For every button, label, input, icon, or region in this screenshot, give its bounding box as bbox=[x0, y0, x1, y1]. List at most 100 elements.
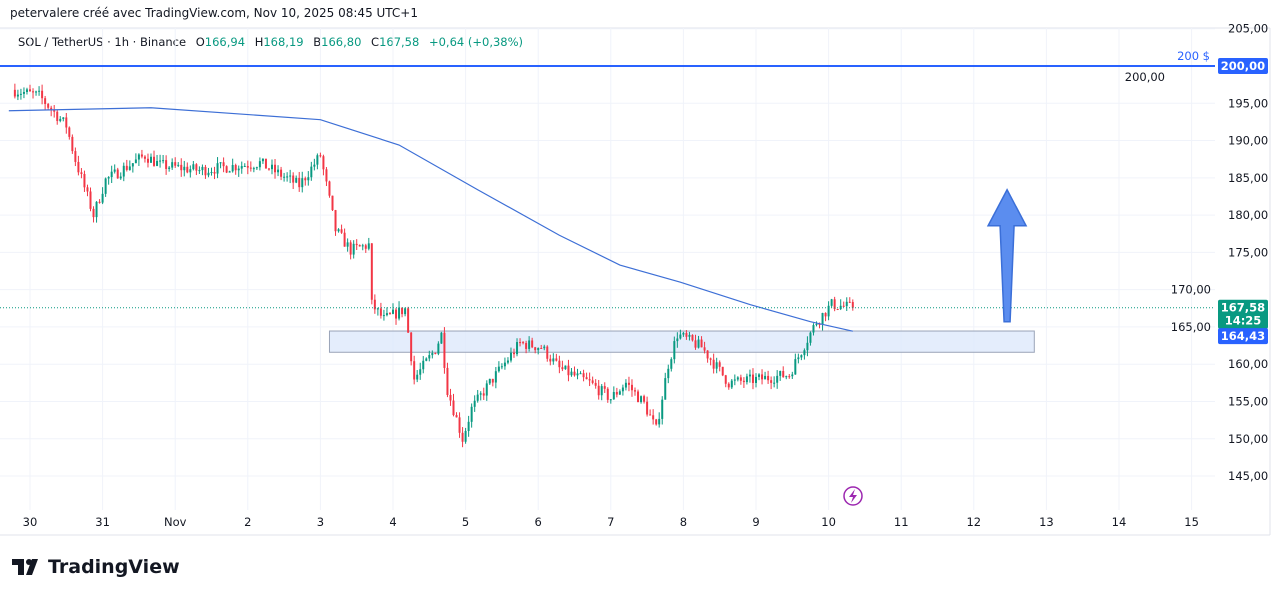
candle-body bbox=[180, 164, 183, 171]
candle-body bbox=[401, 307, 404, 315]
candle-body bbox=[316, 155, 319, 165]
candle-body bbox=[470, 406, 473, 422]
x-tick-label: 12 bbox=[966, 515, 981, 529]
y-tick-label: 145,00 bbox=[1228, 469, 1268, 483]
y-tick-label: 205,00 bbox=[1228, 22, 1268, 36]
y-tick-label: 160,00 bbox=[1228, 357, 1268, 371]
candle-body bbox=[528, 340, 531, 349]
candle-body bbox=[25, 89, 28, 92]
candle-body bbox=[818, 323, 821, 325]
ma-value-label-bg bbox=[1218, 328, 1268, 345]
x-tick-label: 5 bbox=[462, 515, 469, 529]
y-tick-label: 185,00 bbox=[1228, 171, 1268, 185]
candle-body bbox=[446, 367, 449, 395]
candle-body bbox=[328, 181, 331, 196]
y-tick-label: 190,00 bbox=[1228, 134, 1268, 148]
candle-body bbox=[298, 177, 301, 188]
candle-body bbox=[104, 178, 107, 194]
candle-body bbox=[664, 378, 667, 400]
candle-body bbox=[534, 347, 537, 351]
candle-body bbox=[522, 342, 525, 344]
tradingview-logo-icon bbox=[12, 559, 38, 575]
bar-countdown: 14:25 bbox=[1225, 314, 1262, 328]
candle-body bbox=[334, 210, 337, 232]
lightning-icon bbox=[843, 486, 863, 506]
candle-body bbox=[53, 109, 56, 112]
candle-body bbox=[764, 375, 767, 380]
price-axis: 145,00 150,00 155,00 160,00 165,00 170,00 175,… bbox=[1125, 22, 1269, 483]
candle-body bbox=[676, 338, 679, 342]
candle-body bbox=[582, 373, 585, 378]
y-tick-label: 165,00 bbox=[1171, 320, 1211, 334]
candle-body bbox=[207, 172, 210, 176]
candle-body bbox=[246, 166, 249, 168]
candle-body bbox=[730, 380, 733, 388]
candle-body bbox=[301, 178, 304, 188]
candle-body bbox=[652, 415, 655, 420]
candle-body bbox=[630, 384, 633, 391]
candle-body bbox=[576, 373, 579, 376]
candle-body bbox=[667, 368, 670, 379]
candle-body bbox=[195, 164, 198, 171]
candle-body bbox=[519, 342, 522, 344]
open-value: 166,94 bbox=[204, 35, 246, 49]
candle-body bbox=[494, 371, 497, 383]
x-tick-label: 6 bbox=[535, 515, 542, 529]
x-tick-label: 8 bbox=[680, 515, 687, 529]
candle-body bbox=[228, 171, 231, 173]
candle-body bbox=[497, 366, 500, 372]
high-value: 168,19 bbox=[263, 35, 304, 49]
candle-body bbox=[461, 432, 464, 442]
candle-body bbox=[643, 396, 646, 402]
candle-body bbox=[113, 169, 116, 172]
candle-body bbox=[225, 166, 228, 173]
candle-body bbox=[509, 352, 512, 361]
candle-body bbox=[500, 366, 503, 368]
x-tick-label: Nov bbox=[164, 515, 187, 529]
candle-body bbox=[128, 166, 131, 170]
candle-body bbox=[646, 401, 649, 415]
candle-body bbox=[788, 376, 791, 378]
candle-body bbox=[352, 243, 355, 255]
candle-body bbox=[751, 374, 754, 383]
candle-body bbox=[388, 313, 391, 315]
candle-body bbox=[791, 374, 794, 377]
candle-body bbox=[150, 156, 152, 163]
candles bbox=[13, 83, 854, 448]
candle-body bbox=[222, 162, 225, 167]
candle-body bbox=[709, 358, 712, 360]
candle-body bbox=[410, 332, 413, 362]
candle-body bbox=[467, 421, 470, 431]
candle-body bbox=[41, 90, 44, 99]
candle-body bbox=[670, 359, 673, 369]
candle-body bbox=[443, 332, 446, 368]
logo-text: TradingView bbox=[48, 556, 180, 578]
symbol-name[interactable]: SOL / TetherUS · 1h · Binance bbox=[18, 35, 187, 49]
ma-value-label: 164,43 bbox=[1221, 329, 1265, 343]
candle-body bbox=[739, 377, 742, 381]
candle-body bbox=[95, 201, 98, 218]
candle-body bbox=[733, 379, 736, 381]
candle-body bbox=[398, 307, 401, 319]
candle-body bbox=[715, 362, 718, 369]
candle-body bbox=[50, 107, 53, 110]
candle-body bbox=[724, 375, 727, 384]
candle-body bbox=[304, 178, 307, 181]
candle-body bbox=[343, 232, 346, 247]
candle-body bbox=[797, 357, 800, 360]
candle-body bbox=[331, 195, 334, 211]
candle-body bbox=[68, 127, 71, 137]
price-label-200-bg bbox=[1218, 58, 1268, 74]
candle-body bbox=[171, 162, 174, 168]
candle-body bbox=[712, 359, 715, 369]
candle-body bbox=[848, 301, 851, 303]
candle-body bbox=[295, 177, 298, 183]
candle-body bbox=[785, 376, 788, 378]
candle-body bbox=[419, 369, 422, 375]
candle-body bbox=[174, 162, 177, 166]
candle-body bbox=[255, 167, 258, 169]
candle-body bbox=[177, 164, 180, 166]
current-price-label: 167,58 bbox=[1221, 301, 1265, 315]
candle-body bbox=[594, 382, 597, 386]
